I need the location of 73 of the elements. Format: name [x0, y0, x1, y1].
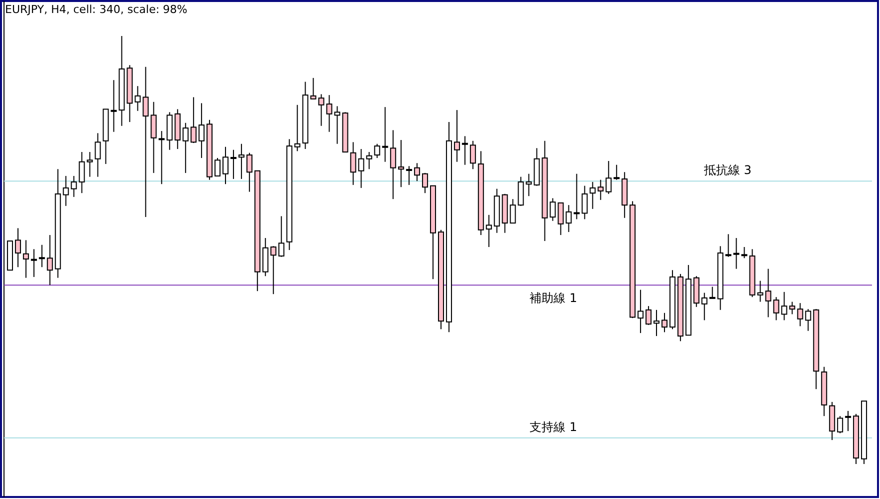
candlestick: [797, 302, 804, 327]
candlestick: [454, 110, 460, 162]
candlestick: [741, 246, 748, 259]
candlestick: [574, 173, 580, 220]
candlestick: [510, 198, 516, 224]
candlestick: [845, 410, 852, 432]
candlestick: [773, 296, 780, 321]
candlestick: [582, 185, 588, 220]
candlestick: [86, 151, 93, 178]
candlestick: [789, 301, 796, 315]
ref-line-label: 支持線 1: [530, 420, 578, 434]
chart-title: EURJPY, H4, cell: 340, scale: 98%: [5, 3, 188, 16]
candlestick: [238, 143, 244, 180]
candlestick: [150, 101, 157, 174]
candlestick: [374, 143, 380, 158]
candlestick: [294, 104, 300, 152]
candlestick: [222, 146, 228, 185]
candlestick: [198, 102, 205, 158]
candlestick: [661, 312, 668, 333]
candlestick: [566, 204, 572, 233]
candlestick: [230, 149, 236, 180]
candlestick: [725, 234, 732, 258]
candlestick: [358, 148, 364, 188]
candlestick: [22, 240, 29, 278]
candlestick: [638, 289, 644, 334]
candlestick: [558, 202, 564, 236]
candlestick: [350, 142, 356, 186]
candlestick: [733, 238, 740, 270]
candlestick: [614, 164, 620, 180]
candlestick: [30, 248, 37, 278]
candlestick: [62, 175, 69, 206]
candlestick: [518, 176, 524, 206]
candlestick: [398, 140, 404, 188]
candlestick: [318, 94, 324, 126]
candlestick: [134, 86, 141, 112]
candlestick: [262, 238, 268, 277]
candlestick: [701, 292, 708, 321]
candlestick: [526, 173, 532, 197]
candlestick: [709, 286, 716, 299]
candlestick: [182, 122, 189, 174]
candlestick: [278, 216, 284, 258]
candlestick: [406, 166, 412, 186]
candlestick: [94, 132, 101, 178]
candlestick: [70, 175, 77, 198]
candlestick: [78, 151, 85, 194]
candlestick: [654, 309, 660, 337]
candlestick: [470, 140, 476, 170]
candlestick: [310, 77, 316, 100]
candlestick: [486, 214, 492, 248]
candlestick: [190, 96, 197, 144]
candlestick: [158, 130, 165, 185]
candlestick: [598, 179, 604, 200]
candlestick: [462, 136, 468, 166]
candlestick: [414, 162, 420, 182]
candlestick: [606, 160, 612, 194]
candlestick: [366, 151, 372, 170]
candlestick: [590, 181, 596, 210]
candlestick: [781, 291, 788, 321]
ref-line-label: 抵抗線 3: [703, 163, 752, 178]
candlestick: [270, 246, 276, 295]
candlestick: [46, 234, 53, 286]
candlestick: [142, 66, 149, 218]
candlestick: [246, 152, 252, 192]
candlestick: [390, 130, 396, 200]
candlestick: [382, 106, 388, 162]
candlestick: [14, 228, 21, 268]
candlestick: [646, 306, 652, 326]
ref-line-label: 補助線 1: [530, 291, 578, 306]
candlestick: [38, 244, 45, 268]
candlestick: [837, 416, 844, 434]
candlestick: [214, 157, 221, 176]
candlestick: [805, 308, 812, 332]
candlestick: [422, 172, 428, 194]
